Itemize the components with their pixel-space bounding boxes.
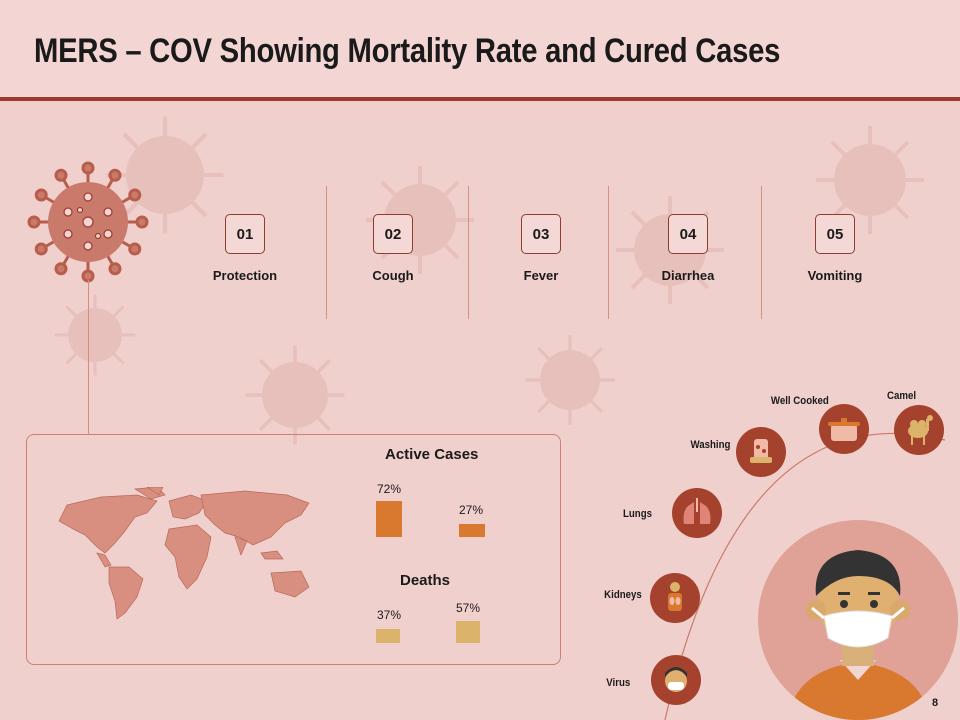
step-number-badge: 05 [815, 214, 855, 254]
world-map-icon [58, 487, 310, 620]
step-protection: 01 Protection [190, 214, 300, 283]
step-vomiting: 05 Vomiting [780, 214, 890, 283]
virus-spike-tip [34, 188, 48, 202]
step-label: Cough [372, 268, 414, 283]
connector-line [88, 280, 89, 434]
step-cough: 02 Cough [338, 214, 448, 283]
step-diarrhea: 04 Diarrhea [633, 214, 743, 283]
washing-icon [736, 427, 786, 477]
step-number-badge: 03 [521, 214, 561, 254]
ring-label-washing: Washing [690, 439, 730, 451]
deaths-bar-1 [376, 628, 400, 643]
background-virus-icon [54, 294, 136, 376]
step-label: Protection [212, 268, 278, 283]
virus-spike-tip [128, 242, 142, 256]
ring-label-camel: Camel [886, 390, 916, 402]
header-divider [0, 97, 960, 101]
page-title: MERS – COV Showing Mortality Rate and Cu… [34, 32, 781, 70]
step-divider [468, 186, 469, 319]
step-label: Diarrhea [661, 268, 715, 283]
ring-label-kidneys: Kidneys [604, 589, 642, 601]
background-virus-icon [816, 126, 924, 234]
step-divider [761, 186, 762, 319]
active-cases-title: Active Cases [385, 446, 479, 463]
step-number-badge: 01 [225, 214, 265, 254]
background-virus-icon [245, 345, 345, 445]
virus-spike-tip [34, 242, 48, 256]
virus-spike-tip [54, 168, 68, 182]
active-cases-bar-2 [459, 523, 485, 537]
page-number: 8 [932, 697, 939, 709]
step-number-badge: 04 [668, 214, 708, 254]
cooking-pot-icon [819, 404, 869, 454]
virus-spike-tip [54, 262, 68, 276]
deaths-label-2: 57% [455, 601, 481, 615]
masked-person-illustration [758, 520, 958, 720]
step-label: Fever [523, 268, 559, 283]
header-band [0, 0, 960, 98]
coronavirus-icon [27, 161, 149, 283]
lungs-icon [672, 488, 722, 538]
deaths-label-1: 37% [376, 608, 402, 622]
step-label: Vomiting [807, 268, 863, 283]
virus-spike-tip [128, 188, 142, 202]
masked-person-icon [651, 655, 701, 705]
virus-spike-tip [108, 262, 122, 276]
virus-spike-tip [135, 215, 149, 229]
step-divider [608, 186, 609, 319]
active-cases-bar-1 [376, 501, 402, 537]
virus-spike-tip [108, 168, 122, 182]
stats-panel: Active Cases 72% 27% Deaths 37% 57% [26, 434, 561, 665]
virus-spike-tip [81, 161, 95, 175]
active-cases-label-2: 27% [458, 503, 484, 517]
step-number-badge: 02 [373, 214, 413, 254]
deaths-bar-2 [456, 621, 480, 643]
ring-label-virus: Virus [605, 677, 630, 689]
step-fever: 03 Fever [486, 214, 596, 283]
camel-icon [894, 405, 944, 455]
ring-label-lungs: Lungs [622, 508, 652, 520]
active-cases-label-1: 72% [376, 482, 402, 496]
deaths-title: Deaths [400, 572, 451, 589]
virus-spike-tip [27, 215, 41, 229]
step-divider [326, 186, 327, 319]
ring-label-well-cooked: Well Cooked [771, 395, 829, 407]
kidneys-icon [650, 573, 700, 623]
background-virus-icon [525, 335, 615, 425]
